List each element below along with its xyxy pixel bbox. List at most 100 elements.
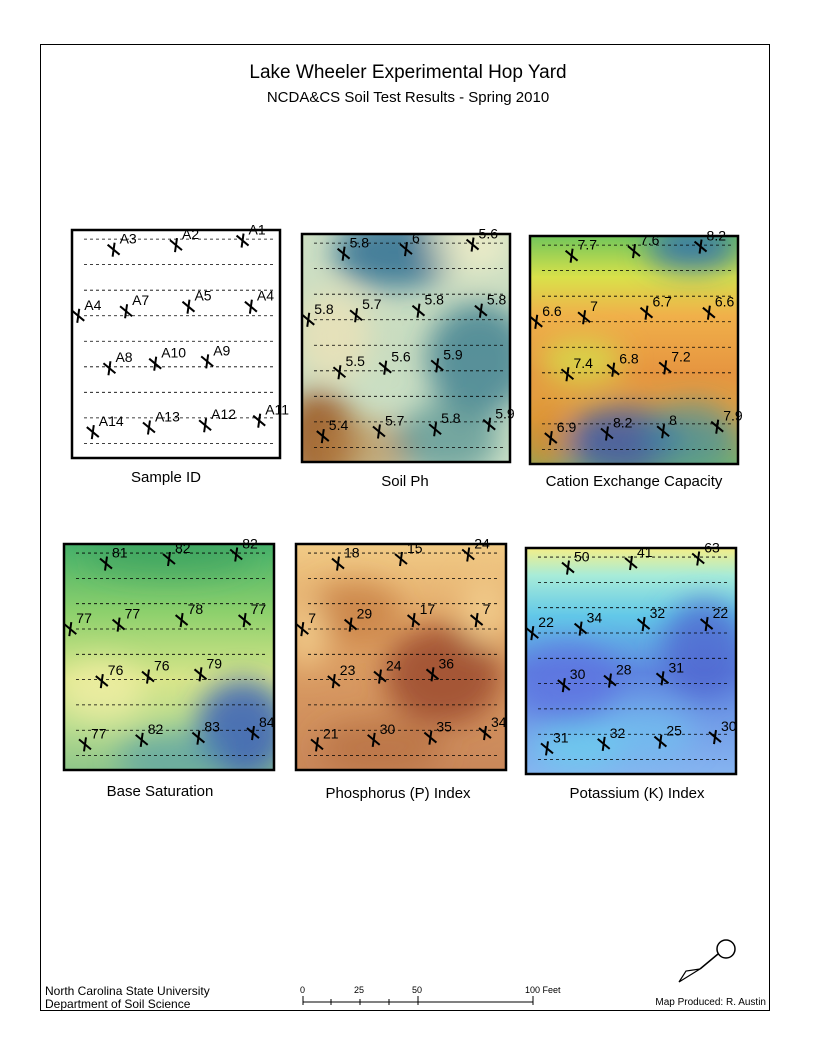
sample-value-label: A2 <box>182 226 199 242</box>
sample-value-label: 28 <box>616 662 632 678</box>
sample-value-label: 79 <box>207 655 223 671</box>
sample-point <box>102 361 117 376</box>
sample-value-label: 29 <box>357 606 373 622</box>
sample-value-label: 5.8 <box>350 235 370 251</box>
sample-point <box>310 737 324 752</box>
sample-point <box>63 621 77 637</box>
sample-value-label: 30 <box>570 666 586 682</box>
sample-point <box>142 420 156 435</box>
sample-point <box>332 365 347 380</box>
sample-point <box>597 736 611 751</box>
sample-value-label: 34 <box>587 610 603 626</box>
sample-point <box>229 547 243 562</box>
panel-sample-id: A3 A2 A1 A4 A7 A5 A4 A8 A10 A9 A14 A13 A12 A11 <box>70 222 289 460</box>
sample-value-label: 8 <box>669 412 677 428</box>
sample-value-label: 7.4 <box>573 355 593 371</box>
sample-value-label: 23 <box>340 662 356 678</box>
sample-value-label: A8 <box>115 349 132 365</box>
sample-point <box>577 310 591 325</box>
sample-point <box>411 303 426 318</box>
sample-point <box>525 625 539 641</box>
sample-point <box>691 551 705 566</box>
panel-label-phosphorus: Phosphorus (P) Index <box>325 785 471 802</box>
sample-point <box>336 246 351 261</box>
sample-point <box>465 237 480 252</box>
north-arrow-icon <box>678 939 736 983</box>
sample-point <box>461 547 475 562</box>
sample-value-label: 78 <box>188 601 204 617</box>
sample-value-label: 24 <box>474 536 490 552</box>
sample-point <box>252 413 266 428</box>
sample-point <box>529 314 543 329</box>
panel-phosphorus: 18 15 24 7 29 17 7 23 24 36 21 30 35 34 <box>294 536 508 772</box>
sample-value-label: 7.6 <box>640 232 660 248</box>
sample-value-label: 76 <box>108 662 124 678</box>
sample-value-label: 8.2 <box>707 228 727 244</box>
sample-point <box>162 551 176 567</box>
panel-base-saturation: 81 82 82 77 77 78 77 76 76 79 77 82 83 84 <box>62 536 276 772</box>
sample-value-label: A1 <box>249 222 266 238</box>
sample-point <box>244 299 258 314</box>
sample-point <box>99 556 113 571</box>
sample-point <box>148 356 162 371</box>
sample-value-label: A11 <box>265 402 289 418</box>
sample-point <box>372 424 386 439</box>
panel-label-soil-ph: Soil Ph <box>381 473 429 490</box>
sample-point <box>95 673 109 689</box>
sample-value-label: 5.4 <box>329 417 349 433</box>
sample-value-label: A7 <box>132 292 149 308</box>
sample-point <box>378 360 392 375</box>
sample-value-label: 31 <box>669 659 685 675</box>
sample-point <box>564 248 579 263</box>
panel-label-potassium: Potassium (K) Index <box>569 785 705 802</box>
sample-value-label: 5.8 <box>441 410 461 426</box>
sample-point <box>624 555 638 571</box>
sample-point <box>639 305 654 320</box>
scale-tick-50: 50 <box>412 985 422 995</box>
map-frame <box>40 44 770 1011</box>
sample-value-label: 5.7 <box>385 413 405 429</box>
sample-value-label: 30 <box>721 718 737 734</box>
sample-value-label: 77 <box>91 725 107 741</box>
sample-point <box>423 730 438 745</box>
sample-value-label: 76 <box>154 658 170 674</box>
sample-value-label: 32 <box>610 725 626 741</box>
sample-value-label: 5.8 <box>314 301 334 317</box>
sample-value-label: 81 <box>112 545 128 561</box>
sample-value-label: A14 <box>99 413 124 429</box>
sample-value-label: 77 <box>251 601 267 617</box>
sample-point <box>111 617 126 632</box>
sample-point <box>573 621 588 636</box>
sample-point <box>560 367 575 382</box>
panel-label-cec: Cation Exchange Capacity <box>545 473 723 490</box>
sample-point <box>78 737 92 752</box>
footer-department: Department of Soil Science <box>45 997 191 1011</box>
sample-value-label: 25 <box>666 723 682 739</box>
sample-value-label: 7 <box>483 601 491 617</box>
panel-soil-ph: 5.8 6 5.6 5.8 5.7 5.8 5.8 5.5 5.6 5.9 5.4 5.7 5.8 5.9 <box>300 226 515 464</box>
sample-value-label: 50 <box>574 549 590 565</box>
map-subtitle: NCDA&CS Soil Test Results - Spring 2010 <box>266 89 550 106</box>
sample-value-label: 31 <box>553 729 569 745</box>
sample-value-label: 24 <box>386 658 402 674</box>
sample-point <box>331 556 345 571</box>
sample-point <box>349 308 363 323</box>
sample-value-label: 83 <box>204 719 220 735</box>
sample-point <box>708 729 722 745</box>
footer-institution: North Carolina State University <box>45 984 210 998</box>
sample-value-label: 22 <box>538 614 554 630</box>
sample-point <box>301 312 315 327</box>
sample-value-label: 5.7 <box>362 296 382 312</box>
sample-point <box>394 551 408 567</box>
sample-value-label: 7 <box>590 298 598 314</box>
sample-value-label: 32 <box>650 605 666 621</box>
sample-point <box>693 239 708 254</box>
sample-point <box>367 732 381 747</box>
sample-value-label: 6.8 <box>619 351 639 367</box>
sample-point <box>106 242 121 257</box>
sample-point <box>561 560 575 575</box>
sample-value-label: 7 <box>308 610 316 626</box>
sample-value-label: 6.6 <box>715 294 735 310</box>
sample-point <box>343 617 358 632</box>
sample-value-label: 36 <box>439 655 455 671</box>
